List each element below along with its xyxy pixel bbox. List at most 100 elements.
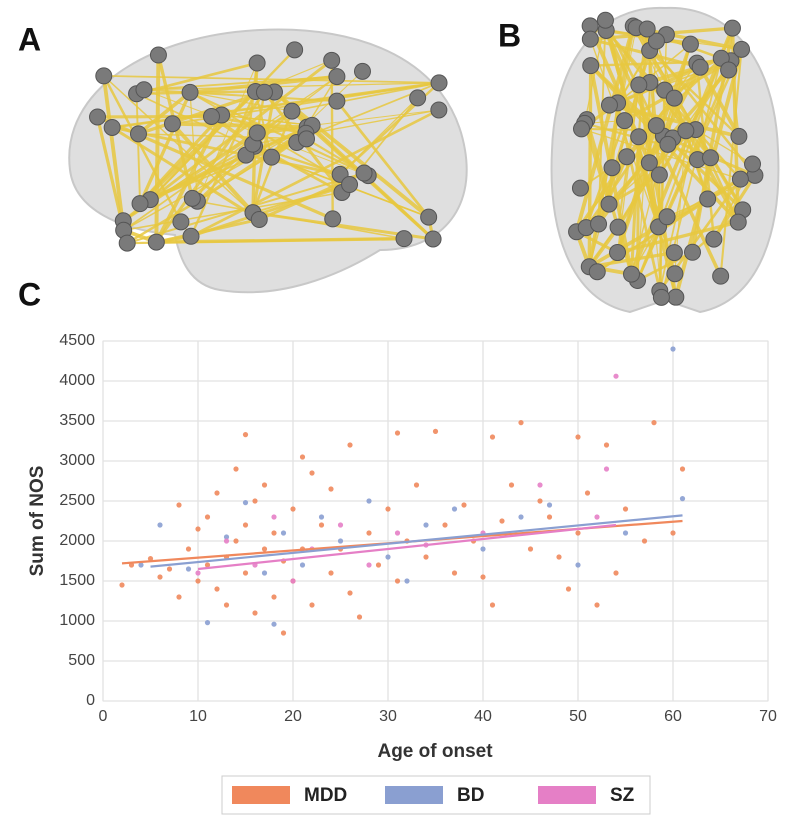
brain-node — [731, 170, 749, 188]
data-point — [508, 482, 515, 488]
data-point — [242, 500, 249, 506]
data-point — [337, 522, 344, 528]
brain-node — [659, 135, 677, 153]
data-point — [261, 570, 268, 576]
data-point — [252, 498, 258, 504]
data-point — [613, 373, 619, 379]
data-point — [242, 570, 249, 576]
brain-node — [323, 51, 341, 69]
data-point — [328, 570, 334, 576]
y-tick-label: 2000 — [59, 532, 95, 549]
data-point — [337, 538, 344, 544]
data-point — [594, 514, 600, 520]
brain-node — [286, 41, 304, 59]
data-point — [223, 538, 230, 544]
brain-node — [681, 35, 699, 53]
brain-node — [600, 195, 618, 213]
x-tick-label: 30 — [379, 708, 397, 725]
data-point — [176, 502, 182, 508]
data-point — [309, 470, 315, 476]
data-point — [233, 466, 239, 472]
brain-node — [666, 265, 684, 283]
brain-node — [129, 125, 147, 143]
connection — [636, 48, 743, 281]
brain-node — [616, 112, 634, 130]
brain-node — [650, 166, 668, 184]
brain-node — [409, 89, 427, 107]
brain-node — [733, 40, 751, 58]
data-point — [679, 466, 686, 472]
data-point — [347, 442, 353, 448]
data-point — [622, 506, 629, 512]
panel-label: B — [498, 17, 521, 53]
x-axis-label: Age of onset — [377, 741, 493, 762]
data-point — [214, 586, 220, 592]
data-point — [413, 482, 420, 488]
connection — [609, 60, 732, 106]
connection — [583, 122, 611, 205]
brain-node — [172, 213, 190, 231]
brain-node — [181, 83, 199, 101]
brain-node — [135, 81, 153, 99]
data-point — [527, 546, 534, 552]
brain-node — [118, 234, 136, 252]
data-point — [271, 514, 277, 520]
brain-node — [147, 233, 165, 251]
x-tick-label: 50 — [569, 708, 587, 725]
brain-node — [582, 57, 600, 75]
data-point — [271, 594, 277, 600]
brain-node — [328, 92, 346, 110]
brain-node — [581, 30, 599, 48]
data-point — [271, 621, 277, 627]
data-point — [480, 546, 486, 552]
brain-node — [729, 213, 747, 231]
data-point — [670, 346, 676, 352]
data-point — [280, 630, 287, 636]
brain-node — [324, 210, 342, 228]
data-point — [185, 566, 192, 572]
y-tick-label: 4000 — [59, 372, 95, 389]
data-point — [328, 486, 334, 492]
data-point — [138, 562, 144, 568]
y-tick-label: 4500 — [59, 332, 95, 349]
connection — [221, 114, 313, 127]
connection — [630, 226, 660, 275]
x-tick-label: 40 — [474, 708, 492, 725]
brain-node — [647, 117, 665, 135]
brain-node — [647, 32, 665, 50]
fit-line — [197, 523, 617, 571]
connection — [695, 129, 753, 165]
brain-node — [609, 244, 627, 262]
data-point — [185, 546, 192, 552]
y-tick-label: 0 — [86, 692, 95, 709]
connection — [197, 200, 405, 240]
brain-node — [103, 118, 121, 136]
connection — [305, 137, 365, 174]
brain-node — [203, 107, 221, 125]
data-point — [385, 506, 391, 512]
brain-node — [255, 83, 273, 101]
connection — [102, 75, 183, 223]
brain-node — [658, 208, 676, 226]
data-point — [489, 602, 496, 608]
data-point — [147, 556, 154, 562]
brain-node — [600, 96, 618, 114]
brain-node — [588, 263, 606, 281]
data-point — [347, 590, 353, 596]
brain-node — [691, 58, 709, 76]
data-point — [271, 530, 277, 536]
data-point — [242, 432, 249, 438]
legend-label: MDD — [304, 785, 347, 806]
brain-node — [720, 61, 738, 79]
data-point — [613, 570, 619, 576]
data-point — [603, 442, 610, 448]
brain-node — [590, 215, 608, 233]
data-point — [223, 602, 230, 608]
data-point — [537, 498, 543, 504]
data-point — [594, 602, 600, 608]
brain-node — [638, 20, 656, 38]
connection — [694, 129, 744, 211]
connection — [597, 20, 607, 225]
brain-node — [677, 122, 695, 140]
connection — [136, 61, 258, 96]
